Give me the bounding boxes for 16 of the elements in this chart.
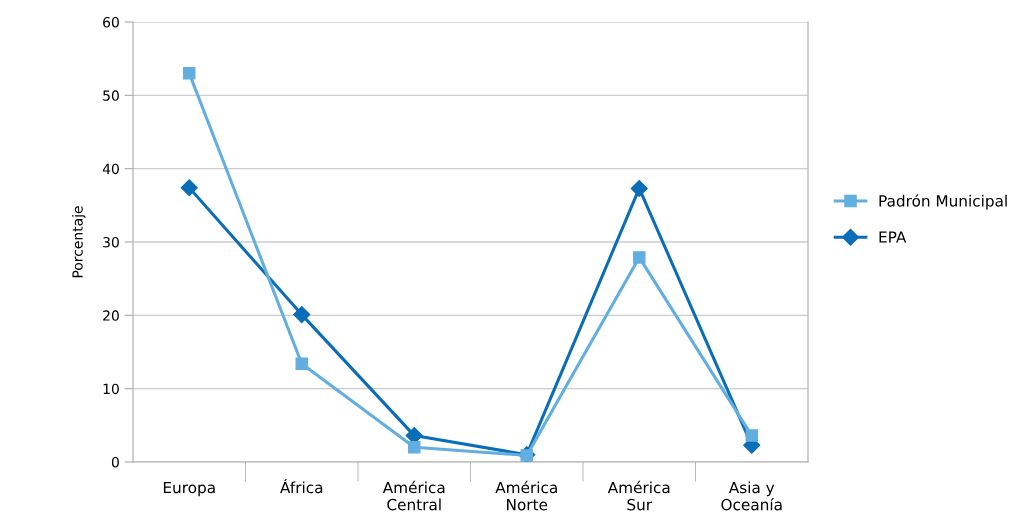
legend-label: Padrón Municipal <box>879 194 1007 210</box>
y-tick-label: 50 <box>103 90 119 101</box>
y-tick-label: 30 <box>103 236 119 248</box>
legend-label: EPA <box>879 231 907 243</box>
x-tick-label: América Sur <box>607 480 670 511</box>
y-tick-label: 0 <box>111 456 119 468</box>
x-tick-label: África <box>280 478 323 494</box>
y-tick-label: 60 <box>103 16 119 28</box>
x-tick-label: Asia y Oceanía <box>721 481 782 511</box>
y-tick-label: 20 <box>103 310 119 321</box>
x-tick-label: Europa <box>163 481 215 497</box>
y-tick-label: 40 <box>102 163 119 175</box>
y-tick-label: 10 <box>103 383 119 395</box>
x-tick-label: América Central <box>382 480 445 511</box>
x-tick-label: América Norte <box>495 480 557 511</box>
y-axis-title: Porcentaje <box>72 206 86 278</box>
